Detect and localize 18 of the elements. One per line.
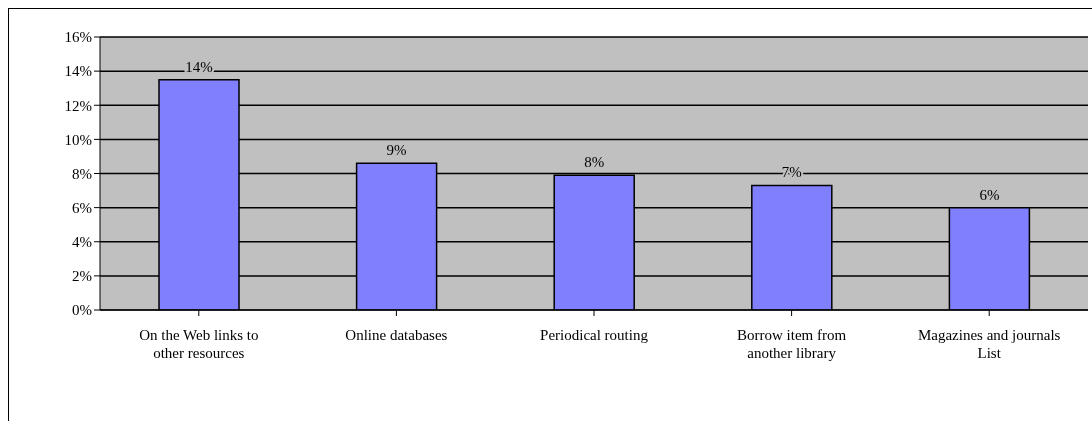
y-tick-label: 16% [64, 29, 92, 46]
y-tick-label: 12% [64, 97, 92, 114]
y-tick-label: 0% [72, 302, 92, 319]
y-tick-label: 6% [72, 199, 92, 216]
data-label: 14% [185, 58, 213, 75]
data-label: 8% [584, 154, 605, 171]
y-tick-label: 2% [72, 268, 92, 285]
y-tick-label: 4% [72, 234, 92, 251]
x-tick-label: Online databases [345, 327, 448, 343]
data-label: 6% [979, 186, 1000, 203]
y-tick-label: 10% [64, 131, 92, 148]
x-tick-label: On the Web links to other resources [139, 327, 259, 361]
y-tick-label: 14% [64, 63, 92, 80]
y-tick-label: 8% [72, 165, 92, 182]
data-label: 9% [386, 142, 407, 159]
x-tick-label: Borrow item from another library [737, 327, 847, 361]
x-tick-label: Periodical routing [540, 327, 649, 343]
x-tick-label: Magazines and journals List [917, 327, 1061, 361]
